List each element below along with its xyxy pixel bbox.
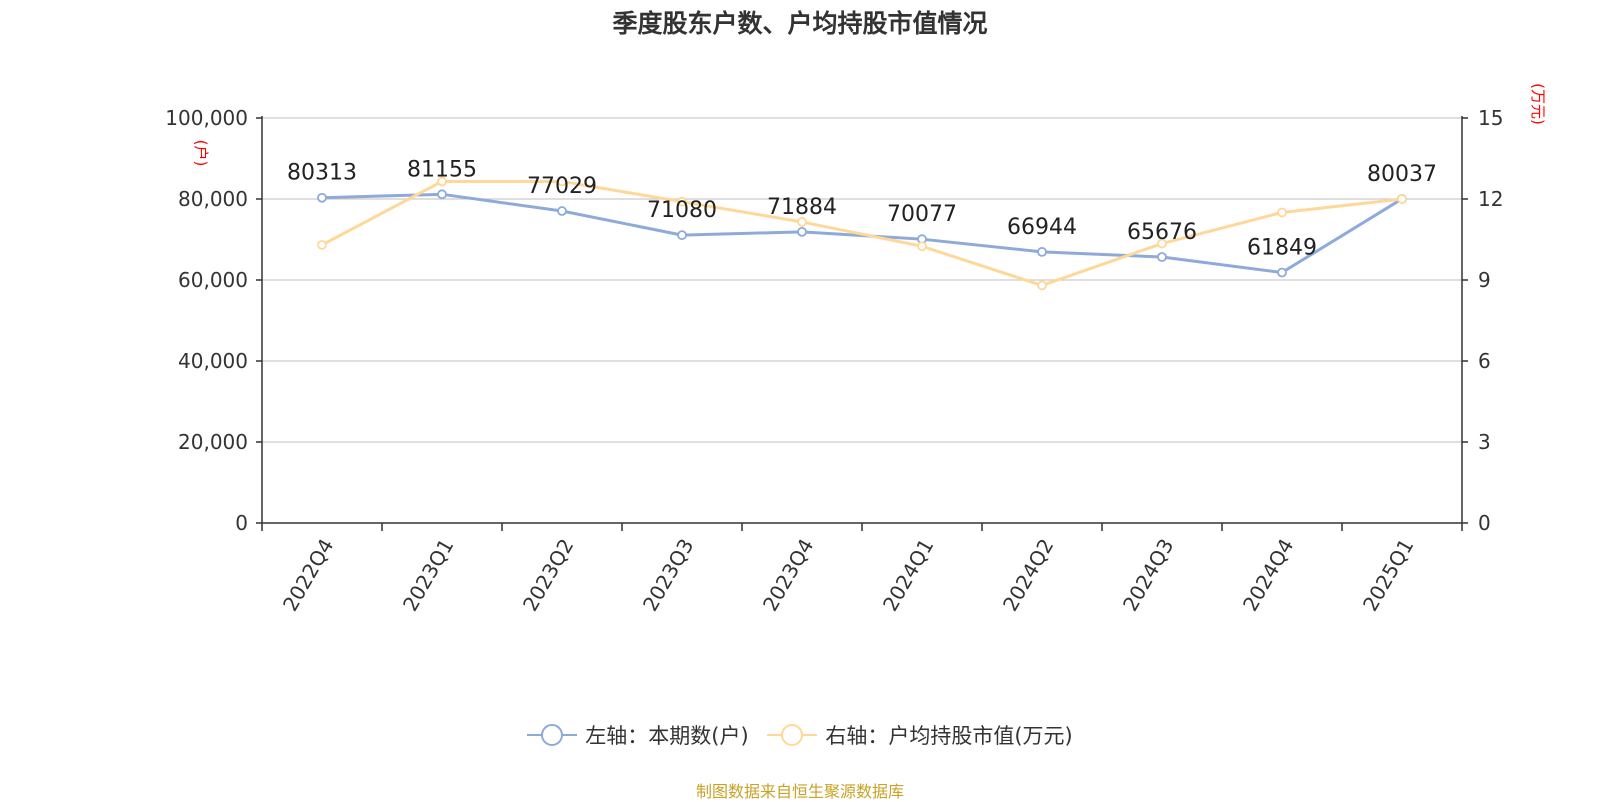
y-right-tick-label: 9: [1478, 268, 1491, 292]
legend-marker-avg-value-icon: [767, 724, 818, 746]
point-households: [1037, 246, 1047, 257]
point-avg-value: [317, 239, 327, 250]
point-households: [437, 189, 447, 200]
y-right-tick-label: 12: [1478, 187, 1503, 211]
data-label-households: 80037: [1367, 162, 1437, 187]
point-avg-value: [557, 176, 567, 187]
legend-marker-households-icon: [527, 724, 578, 746]
point-households: [1157, 252, 1167, 262]
y-right-tick-label: 6: [1478, 349, 1491, 373]
y-right-tick-label: 3: [1478, 430, 1491, 454]
point-households: [797, 226, 807, 237]
data-label-households: 70077: [887, 202, 957, 227]
point-households: [1277, 267, 1287, 278]
data-label-households: 81155: [407, 157, 477, 182]
point-avg-value: [917, 241, 927, 252]
y-right-unit: (万元): [1529, 83, 1547, 125]
x-tick-label: 2023Q3: [638, 535, 698, 616]
y-left-tick-label: 0: [235, 511, 248, 535]
data-label-households: 71884: [767, 195, 837, 220]
chart-title: 季度股东户数、户均持股市值情况: [612, 9, 988, 38]
y-left-tick-label: 100,000: [165, 106, 248, 130]
x-tick-label: 2024Q2: [998, 535, 1058, 616]
data-label-households: 65676: [1127, 220, 1197, 245]
point-avg-value: [1397, 194, 1407, 204]
x-tick-label: 2023Q4: [758, 535, 818, 616]
x-tick-label: 2022Q4: [278, 535, 338, 616]
x-tick-label: 2024Q3: [1118, 535, 1178, 616]
x-tick-label: 2024Q4: [1238, 535, 1298, 616]
legend: 左轴：本期数(户) 右轴：户均持股市值(万元): [0, 720, 1600, 752]
data-label-households: 77029: [527, 174, 597, 199]
series-line-avg-value: [321, 179, 1403, 287]
point-households: [317, 192, 327, 203]
point-households: [557, 206, 567, 216]
y-left-tick-label: 80,000: [178, 187, 248, 211]
y-right-tick-label: 15: [1478, 106, 1503, 130]
data-label-households: 66944: [1007, 215, 1077, 240]
y-left-tick-label: 60,000: [178, 268, 248, 292]
point-avg-value: [1037, 280, 1047, 291]
point-avg-value: [677, 196, 687, 207]
legend-label-avg-value: 右轴：户均持股市值(万元): [825, 724, 1073, 748]
x-tick-label: 2023Q2: [518, 535, 578, 616]
y-left-tick-label: 20,000: [178, 430, 248, 454]
y-left-unit: (户): [192, 140, 210, 167]
point-avg-value: [1157, 238, 1167, 249]
data-label-households: 61849: [1247, 236, 1317, 261]
x-tick-label: 2023Q1: [398, 535, 458, 616]
legend-item-households[interactable]: 左轴：本期数(户): [527, 720, 749, 750]
point-avg-value: [1277, 207, 1287, 218]
y-right-tick-label: 0: [1478, 511, 1491, 535]
point-avg-value: [797, 217, 807, 227]
point-avg-value: [437, 176, 447, 187]
legend-item-avg-value[interactable]: 右轴：户均持股市值(万元): [767, 720, 1073, 750]
data-label-households: 71080: [647, 198, 717, 223]
x-tick-label: 2024Q1: [878, 535, 938, 616]
data-label-households: 80313: [287, 161, 357, 186]
y-left-tick-label: 40,000: [178, 349, 248, 373]
point-households: [677, 230, 687, 241]
source-note: 制图数据来自恒生聚源数据库: [695, 782, 904, 801]
legend-label-households: 左轴：本期数(户): [585, 724, 749, 748]
x-tick-label: 2025Q1: [1358, 535, 1418, 616]
